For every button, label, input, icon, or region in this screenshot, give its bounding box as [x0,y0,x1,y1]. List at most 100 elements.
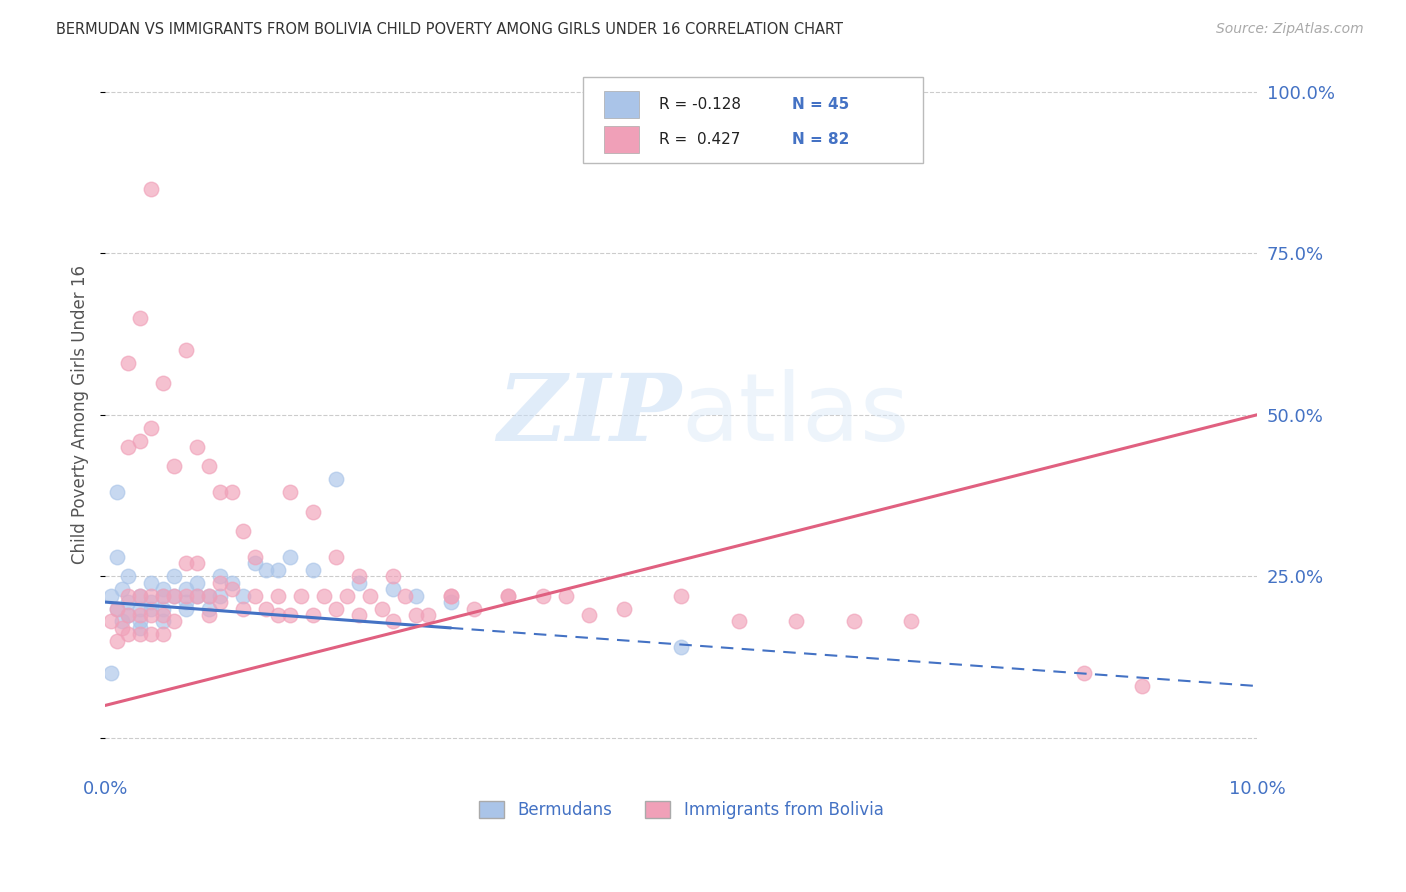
Point [301,563,323,577]
Point [105,633,128,648]
Point [128,589,150,603]
Point [174,582,197,597]
Point [267,589,290,603]
Point [128,434,150,448]
Point [267,607,290,622]
Text: R =  0.427: R = 0.427 [659,132,741,147]
Point [163,569,186,583]
FancyBboxPatch shape [583,78,922,162]
Point [267,563,290,577]
Point [325,472,347,486]
Y-axis label: Child Poverty Among Girls Under 16: Child Poverty Among Girls Under 16 [72,265,89,565]
Point [111,615,134,629]
Point [243,589,266,603]
Point [105,549,128,564]
FancyBboxPatch shape [605,91,638,118]
Point [163,589,186,603]
Point [141,589,163,603]
Point [128,310,150,325]
Point [152,627,174,641]
Text: atlas: atlas [681,368,910,461]
Point [198,601,221,615]
Point [382,615,405,629]
Point [152,615,174,629]
Point [128,621,150,635]
Point [278,549,301,564]
Point [174,589,197,603]
Point [198,607,221,622]
Point [900,615,922,629]
Point [128,601,150,615]
Point [221,485,243,500]
Point [152,589,174,603]
Point [232,524,254,538]
Point [105,601,128,615]
Point [370,601,392,615]
Point [105,601,128,615]
Point [347,575,370,590]
Point [186,557,208,571]
Point [152,601,174,615]
Point [301,505,323,519]
Point [174,557,197,571]
Point [174,601,197,615]
Point [209,575,232,590]
Point [347,607,370,622]
Point [141,627,163,641]
Point [669,589,692,603]
Point [325,601,347,615]
Point [290,589,312,603]
Text: N = 45: N = 45 [792,97,849,112]
Point [347,569,370,583]
Point [336,589,359,603]
Point [405,589,427,603]
Point [141,607,163,622]
Text: ZIP: ZIP [496,370,681,459]
Point [405,607,427,622]
Point [117,595,139,609]
Point [325,549,347,564]
Point [842,615,865,629]
Point [128,589,150,603]
Point [174,343,197,358]
Point [440,589,463,603]
Point [100,615,122,629]
Point [198,589,221,603]
Point [209,589,232,603]
Point [117,627,139,641]
Point [141,601,163,615]
Point [186,589,208,603]
Point [498,589,520,603]
Point [152,589,174,603]
Point [141,421,163,435]
Point [221,582,243,597]
Point [105,485,128,500]
FancyBboxPatch shape [605,127,638,153]
Point [163,615,186,629]
Text: N = 82: N = 82 [792,132,849,147]
Point [209,485,232,500]
Point [578,607,600,622]
Point [198,589,221,603]
Point [209,569,232,583]
Point [117,569,139,583]
Point [382,569,405,583]
Point [198,459,221,474]
Point [416,607,439,622]
Point [278,607,301,622]
Point [186,575,208,590]
Point [174,595,197,609]
Point [440,595,463,609]
Point [117,589,139,603]
Point [301,607,323,622]
Text: R = -0.128: R = -0.128 [659,97,741,112]
Text: BERMUDAN VS IMMIGRANTS FROM BOLIVIA CHILD POVERTY AMONG GIRLS UNDER 16 CORRELATI: BERMUDAN VS IMMIGRANTS FROM BOLIVIA CHIL… [56,22,844,37]
Point [186,589,208,603]
Point [100,589,122,603]
Point [141,182,163,196]
Point [141,575,163,590]
Point [612,601,634,615]
Point [209,595,232,609]
Point [498,589,520,603]
Point [117,607,139,622]
